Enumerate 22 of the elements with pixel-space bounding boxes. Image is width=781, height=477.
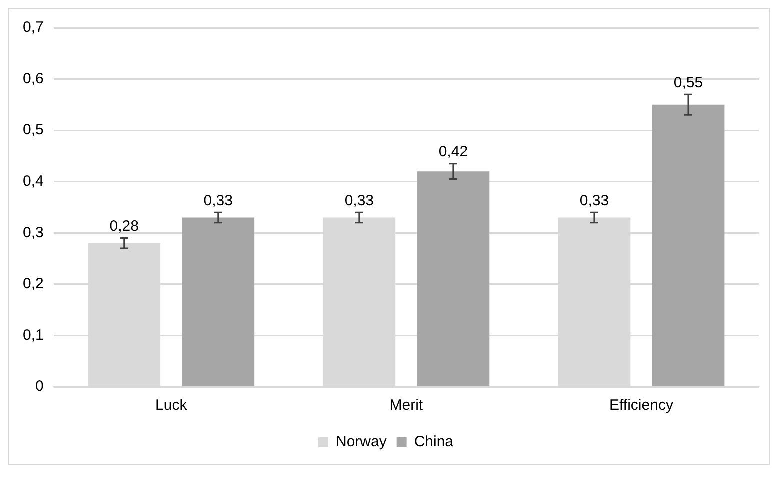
y-tick-label: 0,7 (22, 19, 44, 36)
bar (652, 104, 725, 386)
y-tick-label: 0,2 (22, 276, 44, 293)
data-label: 0,28 (110, 218, 139, 235)
data-label: 0,33 (580, 192, 610, 210)
x-tick-label: Efficiency (610, 397, 674, 414)
y-tick-label: 0 (36, 378, 44, 396)
legend-label: Norway (336, 434, 388, 451)
bar (182, 218, 255, 386)
data-label: 0,42 (438, 144, 468, 161)
data-label: 0,55 (674, 74, 704, 92)
x-tick-label: Luck (156, 397, 188, 414)
y-tick-label: 0,6 (22, 70, 44, 88)
legend-label: China (414, 434, 454, 451)
y-tick-label: 0,5 (22, 122, 44, 139)
y-tick-label: 0,4 (22, 173, 44, 190)
data-label: 0,33 (344, 192, 374, 210)
y-tick-label: 0,3 (22, 224, 44, 242)
y-tick-label: 0,1 (22, 326, 44, 344)
bar (417, 172, 490, 386)
x-tick-label: Merit (390, 397, 424, 414)
data-label: 0,33 (204, 192, 233, 210)
